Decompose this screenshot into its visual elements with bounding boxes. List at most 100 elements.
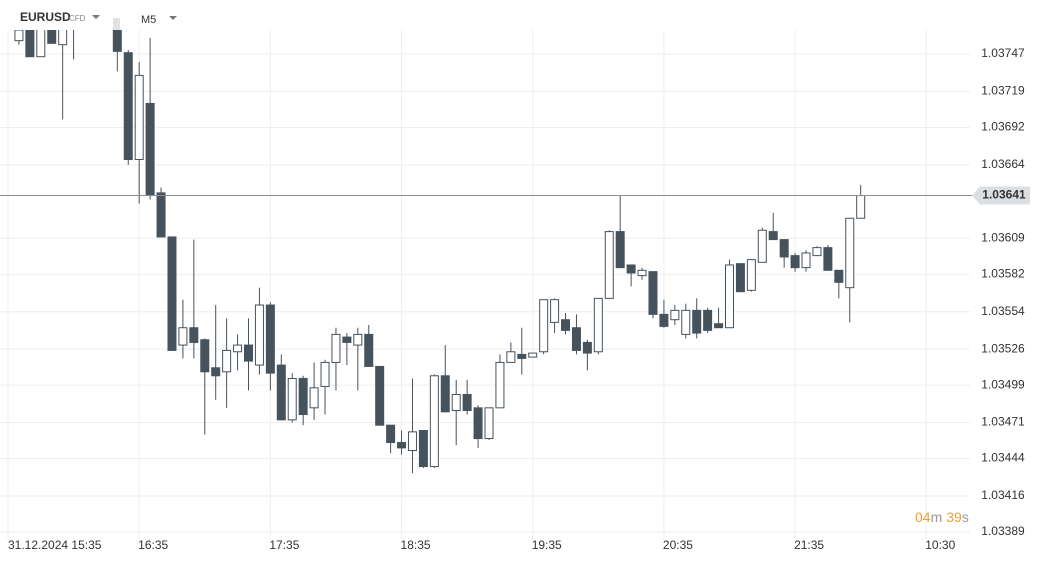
candle-body — [353, 333, 363, 346]
x-tick-label: 21:35 — [794, 538, 824, 552]
candle-body — [36, 30, 46, 58]
candle-body — [287, 377, 297, 421]
candle-body — [375, 365, 385, 426]
candle-body — [801, 252, 811, 269]
candle-body — [70, 0, 78, 10]
x-tick-label: 17:35 — [269, 538, 299, 552]
candle-body — [233, 344, 243, 353]
candle-body — [364, 333, 374, 367]
candle-body — [58, 30, 68, 46]
candle-body — [735, 263, 745, 293]
x-tick-label: 10:30 — [925, 538, 955, 552]
candle-body — [244, 344, 253, 362]
candle-body — [473, 407, 483, 440]
y-tick-label: 1.03416 — [981, 488, 1025, 502]
plot-area — [14, 0, 866, 474]
candle-body — [692, 309, 702, 334]
market: CFD — [69, 14, 86, 23]
candle-body — [834, 269, 844, 283]
candle-body — [506, 351, 516, 363]
candle-body — [134, 74, 144, 161]
candle-body — [539, 299, 549, 353]
countdown-unit: m — [931, 509, 943, 525]
grid — [0, 30, 970, 540]
candle-body — [484, 407, 494, 440]
candle-body — [211, 367, 221, 377]
candle-body — [298, 377, 308, 416]
candle-body — [25, 30, 35, 58]
y-tick-label: 1.03747 — [981, 46, 1025, 60]
candle-body — [495, 361, 505, 409]
candle-body — [790, 255, 800, 269]
candle-body — [582, 341, 592, 354]
timeframe[interactable]: M5 — [141, 14, 156, 26]
candle-body — [309, 387, 319, 409]
y-tick-label: 1.03554 — [981, 304, 1025, 318]
y-tick-label: 1.03499 — [981, 377, 1025, 391]
candle-body — [659, 313, 669, 327]
candle-body — [112, 30, 122, 52]
separator — [113, 18, 120, 30]
candle-body — [167, 236, 177, 351]
candle-body — [812, 247, 822, 257]
candle-body — [14, 30, 24, 42]
candle-body — [681, 309, 691, 335]
candle-body — [386, 424, 396, 444]
candle-body — [593, 297, 603, 353]
y-tick-label: 1.03471 — [981, 415, 1025, 429]
candle-body — [440, 375, 450, 413]
candle-body — [254, 304, 264, 366]
candle-body — [845, 217, 855, 289]
candle-body — [528, 352, 538, 358]
current-price-tag — [972, 186, 1030, 205]
candle-body — [779, 239, 789, 258]
candle-body — [320, 361, 330, 387]
candle-body — [517, 353, 527, 359]
candle-body — [156, 192, 166, 238]
candle-body — [222, 349, 232, 373]
candle-body — [189, 327, 199, 343]
symbol[interactable]: EURUSD — [20, 10, 71, 24]
candle-body — [823, 247, 833, 271]
candle-body — [561, 319, 571, 331]
candle-body — [342, 336, 352, 343]
candle-body — [123, 52, 133, 161]
candle-body — [407, 431, 417, 452]
y-tick-label: 1.03444 — [981, 451, 1025, 465]
x-tick-label: 20:35 — [663, 538, 693, 552]
candle-body — [550, 299, 560, 323]
axes: 1.03389 1.03416 1.03444 1.03471 1.03499 1.035… — [0, 46, 1030, 552]
candle-body — [418, 430, 428, 468]
candle-body — [276, 364, 286, 421]
candle-body — [571, 327, 581, 351]
candle-body — [265, 304, 275, 374]
countdown: 04m 39s — [915, 509, 969, 525]
y-tick-label: 1.03526 — [981, 341, 1025, 355]
y-tick-label: 1.03664 — [981, 157, 1025, 171]
candle-body — [725, 264, 734, 329]
candle-body — [47, 30, 57, 44]
candle-body — [626, 264, 636, 274]
countdown-seconds: 39 — [946, 509, 962, 525]
candle-body — [768, 231, 778, 241]
candle-body — [856, 195, 866, 219]
x-tick-label: 19:35 — [532, 538, 562, 552]
candle-body — [670, 309, 680, 321]
candle-body — [397, 442, 407, 449]
countdown-unit: s — [962, 509, 969, 525]
x-tick-label: 31.12.2024 15:35 — [8, 538, 102, 552]
candle-body — [637, 269, 647, 277]
candle-body — [703, 309, 713, 331]
x-tick-label: 16:35 — [138, 538, 168, 552]
candle-body — [178, 327, 188, 346]
y-tick-label: 1.03389 — [981, 524, 1025, 538]
dropdown-arrow[interactable] — [92, 15, 100, 19]
dropdown-arrow[interactable] — [169, 16, 177, 20]
candle-body — [757, 229, 767, 263]
candle-body — [145, 102, 155, 197]
y-tick-label: 1.03609 — [981, 230, 1025, 244]
candle-body — [331, 333, 341, 363]
candle-body — [200, 339, 210, 373]
y-tick-label: 1.03692 — [981, 120, 1025, 134]
